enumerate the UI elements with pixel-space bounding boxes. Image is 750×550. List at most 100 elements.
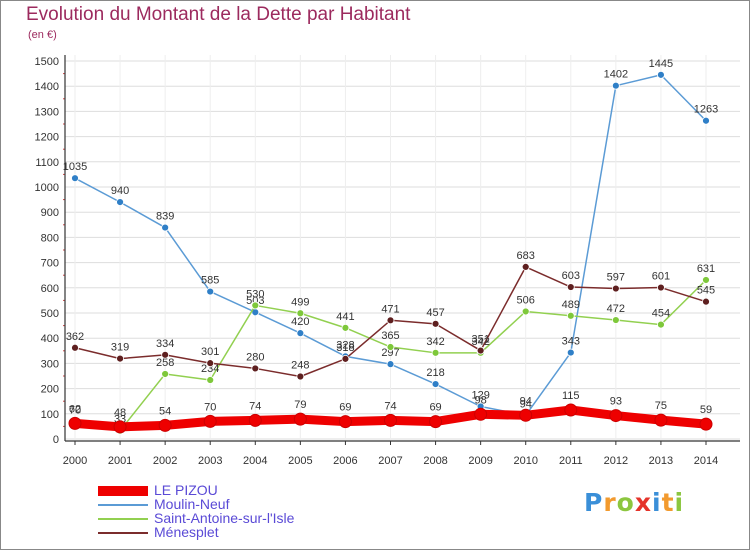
data-label: 328 xyxy=(336,339,354,351)
chart-title: Evolution du Montant de la Dette par Hab… xyxy=(26,4,411,25)
data-label: 334 xyxy=(156,338,174,350)
data-label: 75 xyxy=(655,400,667,412)
data-point xyxy=(296,329,305,338)
data-point xyxy=(386,343,395,351)
data-label: 1263 xyxy=(694,104,718,116)
data-point xyxy=(476,346,485,355)
data-point xyxy=(248,413,262,427)
data-label: 1445 xyxy=(649,58,673,70)
y-tick-label: 700 xyxy=(41,258,59,270)
data-label: 530 xyxy=(246,288,264,300)
data-label: 1035 xyxy=(63,161,87,173)
data-point xyxy=(474,407,488,421)
y-tick-label: 1000 xyxy=(35,182,59,194)
data-point xyxy=(699,417,713,431)
data-point xyxy=(386,360,395,369)
data-label: 218 xyxy=(426,367,444,379)
data-label: 94 xyxy=(520,395,532,407)
data-point xyxy=(657,283,665,292)
y-tick-label: 1300 xyxy=(35,106,59,118)
data-point xyxy=(702,116,710,125)
y-tick-label: 800 xyxy=(41,232,59,244)
data-point xyxy=(338,415,352,429)
x-tick-label: 2013 xyxy=(649,455,673,467)
data-point xyxy=(384,413,397,427)
x-tick-label: 2004 xyxy=(243,455,267,467)
data-point xyxy=(431,348,440,357)
data-label: 503 xyxy=(246,295,264,307)
data-point xyxy=(296,309,305,318)
data-label: 69 xyxy=(429,402,441,414)
x-tick-label: 2002 xyxy=(153,455,177,467)
y-tick-label: 1200 xyxy=(35,132,59,144)
data-label: 79 xyxy=(294,399,306,411)
legend-swatch-saint-antoine xyxy=(98,518,148,520)
series-moulin-neuf: 1035 940 839 585 503 420 328 297 218 129 94 343 1402… xyxy=(63,58,718,420)
data-point xyxy=(566,348,575,357)
legend-label-le-pizou: LE PIZOU xyxy=(154,482,218,498)
data-point xyxy=(611,284,620,293)
y-tick-label: 400 xyxy=(41,333,59,345)
legend-swatch-le-pizou xyxy=(98,486,148,496)
data-point xyxy=(251,364,260,373)
data-point xyxy=(296,372,305,381)
x-tick-label: 2011 xyxy=(559,455,583,467)
data-label: 1402 xyxy=(604,69,628,81)
data-label: 70 xyxy=(69,404,81,416)
data-label: 318 xyxy=(336,342,354,354)
legend-label-moulin-neuf: Moulin-Neuf xyxy=(154,496,230,512)
data-point xyxy=(519,408,533,422)
gridlines: 0 100 200 300 400 500 600 700 800 900 1000 1100 1200… xyxy=(35,56,740,446)
data-label: 441 xyxy=(336,311,354,323)
data-point xyxy=(68,416,82,430)
data-label: 319 xyxy=(111,342,129,354)
data-label: 98 xyxy=(475,394,487,406)
y-tick-label: 0 xyxy=(53,434,59,446)
data-point xyxy=(611,316,620,324)
data-point xyxy=(206,287,215,296)
data-point xyxy=(116,198,124,207)
data-point xyxy=(431,380,440,388)
data-label: 601 xyxy=(652,271,670,283)
y-tick-label: 500 xyxy=(41,308,59,320)
data-label: 93 xyxy=(610,396,622,408)
data-point xyxy=(702,297,710,306)
data-point xyxy=(611,81,620,90)
data-point xyxy=(158,418,172,432)
data-label: 351 xyxy=(471,334,489,346)
data-point xyxy=(386,316,395,325)
x-tick-label: 2000 xyxy=(63,455,87,467)
legend-label-menesplet: Ménesplet xyxy=(154,524,219,540)
data-point xyxy=(566,283,575,291)
data-label: 545 xyxy=(697,285,715,297)
y-tick-label: 100 xyxy=(41,409,59,421)
data-label: 631 xyxy=(697,263,715,275)
data-label: 597 xyxy=(607,272,625,284)
data-label: 342 xyxy=(471,336,489,348)
x-tick-label: 2006 xyxy=(333,455,357,467)
proxiti-logo: Proxiti xyxy=(584,488,685,517)
data-label: 62 xyxy=(69,403,81,415)
y-tick-label: 1500 xyxy=(35,56,59,68)
data-label: 129 xyxy=(471,389,489,401)
data-label: 297 xyxy=(381,347,399,359)
data-label: 48 xyxy=(114,407,126,419)
data-label: 248 xyxy=(291,360,309,372)
data-label: 54 xyxy=(159,405,171,417)
data-point xyxy=(521,262,530,271)
data-point xyxy=(161,350,170,359)
data-point xyxy=(429,415,443,429)
y-tick-label: 300 xyxy=(41,358,59,370)
data-point xyxy=(293,412,307,426)
y-tick-label: 200 xyxy=(41,384,59,396)
data-label: 59 xyxy=(700,404,712,416)
data-label: 940 xyxy=(111,185,129,197)
data-point xyxy=(341,354,350,363)
data-label: 362 xyxy=(66,331,84,343)
legend-label-saint-antoine: Saint-Antoine-sur-l'Isle xyxy=(154,510,295,526)
data-point xyxy=(566,311,575,320)
y-tick-label: 1400 xyxy=(35,81,59,93)
legend-swatch-menesplet xyxy=(98,532,148,534)
